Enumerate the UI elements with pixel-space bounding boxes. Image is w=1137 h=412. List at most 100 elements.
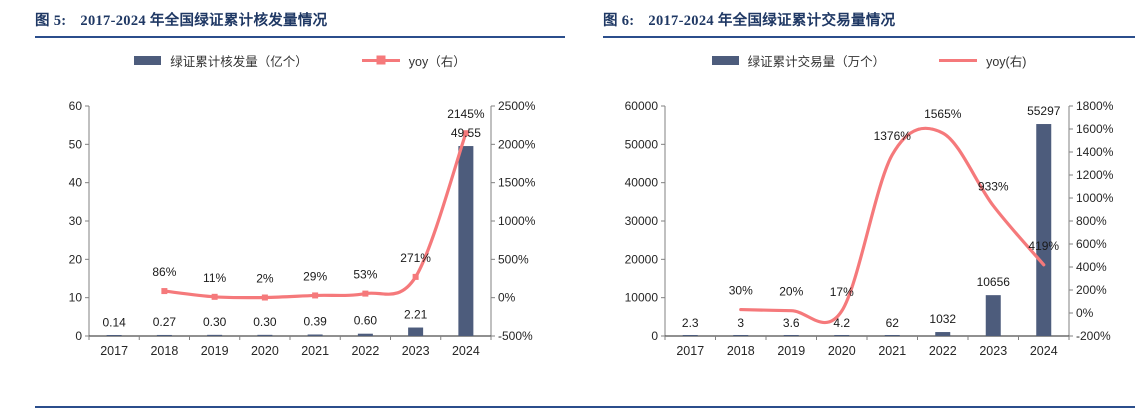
yoy-value-label: 419% [1028, 239, 1059, 253]
bar [357, 333, 373, 336]
trading-chart-legend: 绿证累计交易量（万个） yoy(右) [603, 51, 1135, 70]
yoy-marker [161, 288, 168, 295]
figure-trading-title: 图 6: 2017-2024 年全国绿证累计交易量情况 [603, 12, 1135, 38]
x-axis-label: 2018 [727, 344, 755, 358]
x-axis-label: 2018 [150, 344, 178, 358]
legend-item: 绿证累计核发量（亿个） [134, 51, 308, 70]
legend-item: yoy(右) [939, 51, 1026, 70]
left-axis-tick-label: 0 [651, 329, 658, 343]
bar [682, 335, 698, 336]
bar-value-label: 1032 [929, 312, 956, 326]
figure-issuance-title: 图 5: 2017-2024 年全国绿证累计核发量情况 [35, 12, 565, 38]
bar [307, 334, 323, 336]
bar [733, 335, 749, 336]
right-axis-tick-label: 600% [1076, 237, 1107, 251]
x-axis-label: 2017 [100, 344, 128, 358]
bar [783, 335, 799, 336]
yoy-line [739, 126, 1046, 325]
yoy-marker [462, 130, 469, 137]
left-axis-tick-label: 30000 [625, 214, 659, 228]
yoy-value-label: 11% [203, 271, 226, 285]
left-axis-tick-label: 40 [69, 176, 83, 190]
x-axis-label: 2022 [351, 344, 379, 358]
left-axis-tick-label: 60 [69, 99, 83, 113]
x-axis-label: 2022 [929, 344, 957, 358]
right-axis-tick-label: 2000% [498, 137, 536, 151]
line-series-swatch [361, 55, 400, 65]
left-axis-tick-label: 20 [69, 252, 83, 266]
bar-value-label: 0.14 [102, 315, 126, 329]
line-series-swatch [939, 58, 978, 62]
bar-value-label: 2.3 [682, 316, 699, 330]
left-axis-tick-label: 10 [69, 291, 83, 305]
figure-label: 图 5: [35, 13, 67, 29]
bar-value-label: 10656 [977, 275, 1011, 289]
yoy-value-label: 933% [978, 180, 1009, 194]
legend-item: 绿证累计交易量（万个） [711, 51, 885, 70]
figure-title-text: 2017-2024 年全国绿证累计核发量情况 [80, 13, 328, 29]
bar-value-label: 55297 [1027, 104, 1061, 118]
yoy-value-label: 17% [830, 285, 854, 299]
right-axis-tick-label: 1400% [1076, 145, 1114, 159]
bar [408, 327, 424, 336]
yoy-marker [362, 290, 369, 297]
left-axis-tick-label: 10000 [625, 291, 659, 305]
left-axis-tick-label: 20000 [625, 252, 659, 266]
issuance-chart: 绿证累计核发量（亿个） yoy（右） 0 10 20 30 40 50 60 -500% 0% 50… [35, 53, 565, 363]
x-axis-label: 2019 [201, 344, 229, 358]
bar [834, 335, 850, 336]
x-axis-label: 2020 [828, 344, 856, 358]
right-axis-tick-label: 1600% [1076, 122, 1114, 136]
bar [257, 334, 273, 336]
figure-label: 图 6: [603, 13, 635, 29]
bar [985, 295, 1001, 336]
right-axis-tick-label: 1000% [1076, 191, 1114, 205]
bar-value-label: 0.30 [203, 315, 227, 329]
bar-value-label: 3.6 [783, 316, 800, 330]
trading-chart-canvas: 0 10000 20000 30000 40000 50000 60000 -200% 0% 20… [625, 99, 1114, 358]
yoy-value-label: 53% [353, 268, 377, 282]
bar [458, 146, 474, 336]
figure-title-text: 2017-2024 年全国绿证累计交易量情况 [648, 13, 896, 29]
yoy-value-label: 86% [152, 265, 176, 279]
x-axis-label: 2024 [1030, 344, 1058, 358]
x-axis-label: 2024 [452, 344, 480, 358]
x-axis-label: 2020 [251, 344, 279, 358]
left-axis-tick-label: 40000 [625, 176, 659, 190]
bar [1036, 124, 1052, 336]
yoy-value-label: 1376% [874, 129, 912, 143]
left-axis-tick-label: 30 [69, 214, 83, 228]
bar [884, 335, 900, 336]
bar-value-label: 0.39 [303, 315, 327, 329]
x-axis-label: 2019 [777, 344, 805, 358]
bar-value-label: 0.60 [354, 314, 378, 328]
legend-item: yoy（右） [361, 51, 466, 70]
yoy-value-label: 20% [779, 285, 803, 299]
yoy-value-label: 2145% [447, 107, 485, 121]
right-axis-tick-label: -500% [498, 329, 533, 343]
right-axis-tick-label: 0% [498, 291, 516, 305]
issuance-chart-canvas: 0 10 20 30 40 50 60 -500% 0% 500% 1000% 1500% 2000% 2… [69, 99, 536, 358]
bar-series-swatch [134, 55, 162, 65]
bar-value-label: 3 [737, 316, 744, 330]
x-axis-label: 2017 [676, 344, 704, 358]
left-axis-tick-label: 60000 [625, 99, 659, 113]
bar-value-label: 0.30 [253, 315, 277, 329]
bar [156, 334, 172, 336]
yoy-value-label: 30% [729, 284, 753, 298]
line-marker-swatch [376, 55, 386, 65]
x-axis-label: 2023 [979, 344, 1007, 358]
right-axis-tick-label: 1800% [1076, 99, 1114, 113]
left-axis-tick-label: 50000 [625, 137, 659, 151]
yoy-value-label: 2% [256, 272, 274, 286]
figure-issuance: 图 5: 2017-2024 年全国绿证累计核发量情况 绿证累计核发量（亿个） yo… [35, 12, 565, 363]
bar-value-label: 62 [886, 316, 900, 330]
right-axis-tick-label: 500% [498, 252, 529, 266]
bar [935, 332, 951, 336]
right-axis-tick-label: 800% [1076, 214, 1107, 228]
yoy-value-label: 271% [400, 251, 431, 265]
yoy-value-label: 1565% [924, 107, 962, 121]
right-axis-tick-label: 1000% [498, 214, 536, 228]
bar [106, 335, 122, 336]
x-axis-label: 2021 [301, 344, 329, 358]
